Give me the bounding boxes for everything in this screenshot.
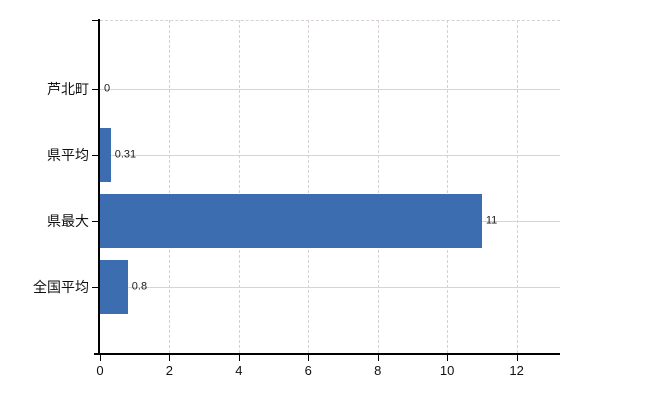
gridline-vertical — [308, 20, 310, 353]
x-tick-mark — [238, 355, 240, 361]
x-tick-mark — [516, 355, 518, 361]
bar-value-label: 0.8 — [131, 280, 148, 293]
y-tick-mark — [92, 155, 99, 156]
y-tick-mark — [92, 287, 99, 288]
bar — [100, 194, 482, 248]
bar — [100, 128, 111, 182]
plot-top-border — [100, 20, 560, 21]
bar-value-label: 11 — [485, 214, 498, 227]
x-tick-label: 0 — [96, 363, 104, 378]
gridline-vertical — [377, 20, 379, 353]
x-tick-mark — [447, 355, 449, 361]
gridline-horizontal — [100, 89, 560, 90]
x-tick-label: 4 — [235, 363, 243, 378]
bar-value-label: 0 — [104, 82, 111, 95]
y-tick-label: 全国平均 — [33, 279, 89, 295]
y-axis-line — [98, 19, 100, 354]
y-axis-top-tick — [92, 20, 99, 21]
bar-value-label: 0.31 — [114, 148, 137, 161]
x-tick-mark — [169, 355, 171, 361]
x-tick-label: 8 — [374, 363, 382, 378]
x-axis-line — [94, 353, 560, 355]
y-tick-label: 芦北町 — [47, 81, 89, 97]
x-tick-label: 12 — [509, 363, 524, 378]
x-tick-label: 10 — [439, 363, 455, 378]
gridline-vertical — [516, 20, 518, 353]
x-tick-label: 2 — [165, 363, 174, 378]
gridline-vertical — [169, 20, 171, 353]
y-tick-label: 県平均 — [47, 147, 89, 163]
gridline-horizontal — [100, 155, 560, 156]
x-tick-mark — [100, 355, 101, 361]
x-tick-label: 6 — [304, 363, 312, 378]
gridline-horizontal — [100, 287, 560, 288]
gridline-vertical — [447, 20, 449, 353]
bar — [100, 260, 128, 314]
y-tick-mark — [92, 89, 99, 90]
gridline-vertical — [238, 20, 240, 353]
x-tick-mark — [377, 355, 379, 361]
x-tick-mark — [308, 355, 310, 361]
y-tick-mark — [92, 221, 99, 222]
y-tick-label: 県最大 — [47, 213, 89, 229]
